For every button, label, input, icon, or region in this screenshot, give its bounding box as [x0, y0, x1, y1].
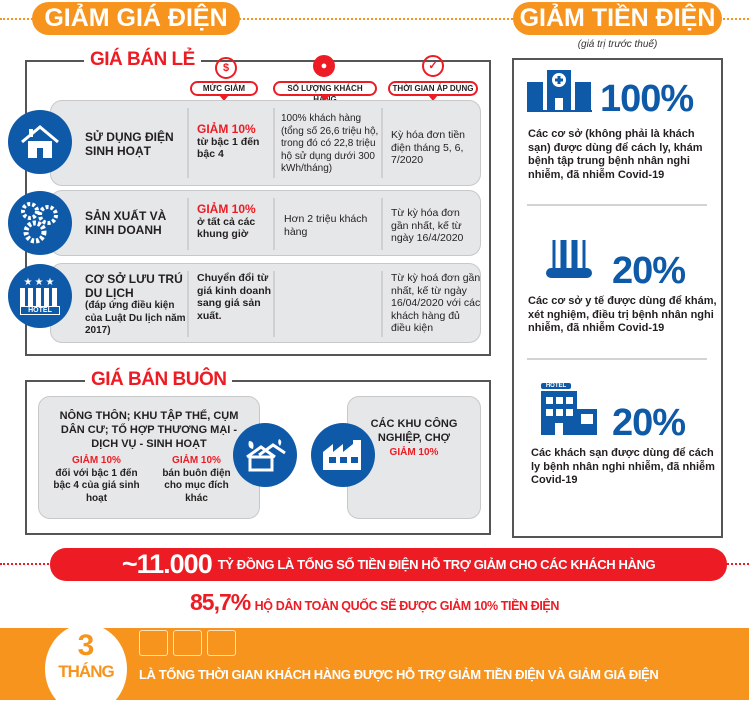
row-period: Kỳ hóa đơn tiền điện tháng 5, 6, 7/2020: [391, 129, 466, 166]
household-line: 85,7% HỘ DÂN TOÀN QUỐC SẼ ĐƯỢC GIẢM 10% …: [0, 589, 749, 616]
reduction-text: Các khách sạn được dùng để cách ly bệnh …: [531, 447, 715, 486]
divider: [273, 271, 275, 337]
duration-number: 3: [77, 629, 95, 662]
column-header-discount: MỨC GIẢM: [190, 81, 258, 101]
row-category: SẢN XUẤT VÀ KINH DOANH: [85, 209, 167, 237]
wholesale-title: GIÁ BÁN BUÔN: [85, 369, 233, 391]
reduction-percent: 100%: [600, 78, 694, 120]
item-text: đối với bậc 1 đến bậc 4 của giá sinh hoạ…: [53, 467, 140, 504]
category-text: CƠ SỞ LƯU TRÚ DU LỊCH: [85, 272, 183, 300]
retail-row-tourism: [50, 263, 481, 343]
reductions-box: [512, 58, 723, 538]
house-icon: [8, 110, 72, 174]
wholesale-right-highlight: GIẢM 10%: [389, 447, 439, 458]
household-percent: 85,7%: [190, 589, 251, 615]
row-discount: Chuyển đổi từ giá kinh doanh sang giá sả…: [197, 272, 272, 322]
divider: [381, 198, 383, 250]
divider: [527, 358, 707, 360]
discount-highlight: GIẢM 10%: [197, 122, 256, 136]
right-subtitle: (giá trị trước thuế): [577, 39, 658, 50]
wholesale-left-items: GIẢM 10% đối với bậc 1 đến bậc 4 của giá …: [39, 455, 259, 505]
item-highlight: GIẢM 10%: [72, 455, 121, 466]
discount-text: ở tất cả các khung giờ: [197, 215, 256, 241]
item-text: bán buôn điện cho mục đích khác: [162, 467, 231, 504]
item-highlight: GIẢM 10%: [172, 455, 221, 466]
discount-highlight: GIẢM 10%: [197, 202, 256, 216]
divider: [187, 198, 189, 250]
hotel-building-icon: HOTEL: [541, 383, 597, 440]
reduction-percent: 20%: [612, 402, 686, 444]
divider: [187, 271, 189, 337]
retail-row-production: [50, 190, 481, 256]
column-header-customers: SỐ LƯỢNG KHÁCH HÀNG: [273, 81, 377, 104]
divider: [527, 204, 707, 206]
hospital-icon: [527, 70, 592, 117]
row-period: Từ kỳ hóa đơn gần nhất, kế từ ngày 16/4/…: [391, 207, 464, 244]
household-text: HỘ DÂN TOÀN QUỐC SẼ ĐƯỢC GIẢM 10% TIỀN Đ…: [254, 599, 560, 613]
wholesale-left-category: NÔNG THÔN; KHU TẬP THỂ, CỤM DÂN CƯ; TỔ H…: [59, 410, 239, 450]
reduction-percent: 20%: [612, 250, 686, 292]
row-category: SỬ DỤNG ĐIỆN SINH HOẠT: [85, 130, 174, 158]
retail-title: GIÁ BÁN LẺ: [84, 49, 201, 71]
duration-unit: THÁNG: [58, 662, 114, 681]
rural-houses-icon: [233, 423, 297, 487]
column-header-period: THỜI GIAN ÁP DỤNG: [388, 81, 478, 101]
left-title: GIẢM GIÁ ĐIỆN: [32, 2, 240, 35]
calendar-icon: [139, 630, 168, 656]
test-tubes-icon: [546, 238, 592, 285]
duration-text: LÀ TỔNG THỜI GIAN KHÁCH HÀNG ĐƯỢC HỖ TRỢ…: [139, 667, 659, 682]
divider: [273, 198, 275, 250]
row-period: Từ kỳ hoá đơn gần nhất, kế từ ngày 16/04…: [391, 272, 481, 334]
category-note: (đáp ứng điều kiện của Luật Du lịch năm …: [85, 300, 186, 336]
hotel-sign: HOTEL: [541, 383, 571, 389]
total-text: TỶ ĐỒNG LÀ TỔNG SỐ TIỀN ĐIỆN HỖ TRỢ GIẢM…: [217, 557, 656, 572]
hotel-icon: ★★★ HOTEL: [8, 264, 72, 328]
clock-check-icon: ✓: [422, 55, 444, 77]
right-title: GIẢM TIỀN ĐIỆN: [513, 2, 722, 35]
wholesale-residential-card: NÔNG THÔN; KHU TẬP THỂ, CỤM DÂN CƯ; TỔ H…: [38, 396, 260, 519]
wholesale-item: GIẢM 10% bán buôn điện cho mục đích khác: [154, 455, 239, 505]
reduction-text: Các cơ sở y tế được dùng để khám, xét ng…: [528, 295, 717, 334]
discount-icon: $: [215, 57, 237, 79]
row-discount: GIẢM 10% ở tất cả các khung giờ: [197, 203, 272, 241]
calendar-icon: [207, 630, 236, 656]
factory-icon: [311, 423, 375, 487]
row-discount: GIẢM 10% từ bậc 1 đến bậc 4: [197, 123, 272, 161]
row-category: CƠ SỞ LƯU TRÚ DU LỊCH (đáp ứng điều kiện …: [85, 272, 190, 338]
divider: [187, 108, 189, 178]
gears-icon: [8, 191, 72, 255]
calendar-icons: [139, 630, 236, 656]
divider: [273, 108, 275, 178]
customers-icon: ●: [313, 55, 335, 77]
divider: [381, 108, 383, 178]
retail-row-household: [50, 100, 481, 186]
header-divider: [0, 18, 749, 20]
wholesale-right-category: CÁC KHU CÔNG NGHIỆP, CHỢ: [370, 418, 458, 444]
reduction-text: Các cơ sở (không phải là khách sạn) được…: [528, 128, 703, 181]
hotel-sign: HOTEL: [20, 306, 60, 315]
calendar-icon: [173, 630, 202, 656]
divider: [381, 271, 383, 337]
duration-badge: 3 THÁNG: [45, 624, 127, 714]
wholesale-item: GIẢM 10% đối với bậc 1 đến bậc 4 của giá …: [39, 455, 154, 505]
total-amount: ~11.000: [121, 549, 213, 579]
row-customers: Hơn 2 triệu khách hàng: [284, 213, 368, 238]
total-amount-banner: ~11.000 TỶ ĐỒNG LÀ TỔNG SỐ TIỀN ĐIỆN HỖ …: [50, 548, 727, 581]
row-customers: 100% khách hàng (tổng số 26,6 triệu hộ, …: [281, 113, 379, 174]
discount-text: từ bậc 1 đến bậc 4: [197, 135, 260, 161]
